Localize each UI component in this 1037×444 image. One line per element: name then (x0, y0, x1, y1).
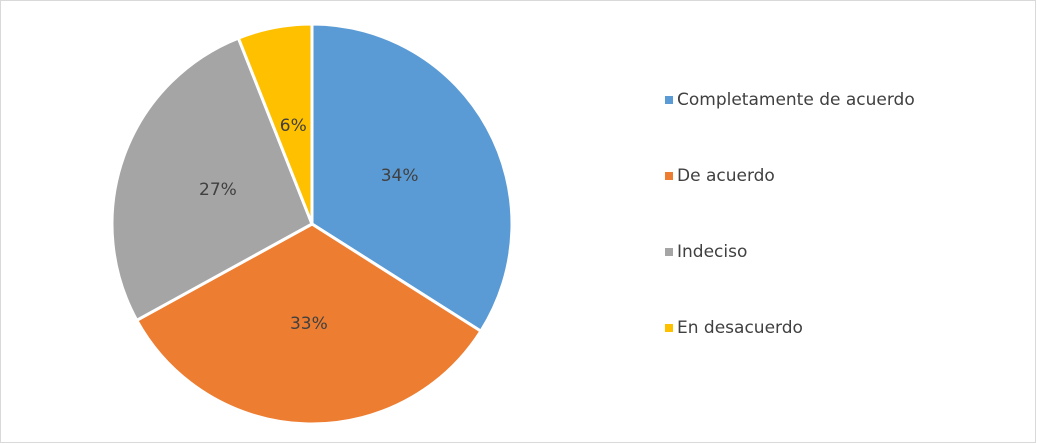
data-label: 6% (280, 116, 307, 136)
legend-label: En desacuerdo (677, 318, 803, 338)
data-label: 27% (199, 180, 237, 200)
data-label: 33% (290, 314, 328, 334)
legend-label: De acuerdo (677, 166, 775, 186)
legend-label: Completamente de acuerdo (677, 90, 915, 110)
data-label: 34% (381, 166, 419, 186)
legend-swatch (665, 172, 673, 180)
pie-slice (236, 22, 314, 225)
pie-slice (110, 36, 314, 323)
legend-swatch (665, 248, 673, 256)
legend-swatch (665, 96, 673, 104)
legend-label: Indeciso (677, 242, 747, 262)
legend-swatch (665, 324, 673, 332)
